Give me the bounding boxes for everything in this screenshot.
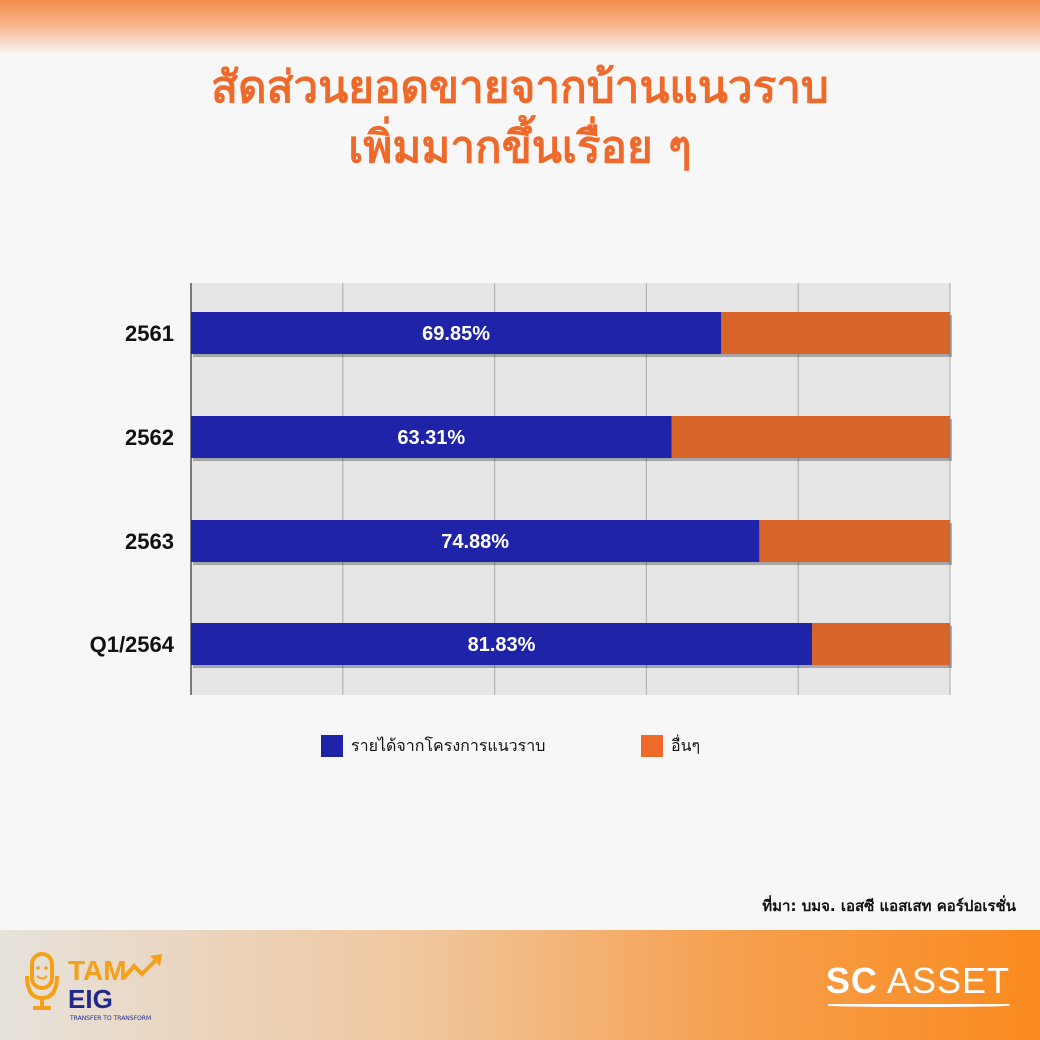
bar-other — [671, 416, 950, 458]
category-label: 2562 — [125, 425, 174, 450]
bar-lowrise — [191, 416, 672, 458]
legend-label-lowrise: รายได้จากโครงการแนวราบ — [351, 735, 546, 755]
data-label: 81.83% — [468, 634, 536, 656]
chart-title: สัดส่วนยอดขายจากบ้านแนวราบ เพิ่มมากขึ้นเ… — [0, 58, 1040, 178]
source-note: ที่มา: บมจ. เอสซี แอสเสท คอร์ปอเรชั่น — [762, 897, 1016, 915]
legend-item-other: อื่นๆ — [641, 733, 700, 759]
tameig-logo-tam: TAM — [68, 955, 127, 986]
scasset-logo-asset: ASSET — [886, 960, 1010, 1001]
top-gradient-band — [0, 0, 1040, 55]
bar-other — [721, 312, 950, 354]
scasset-logo: SC ASSET — [825, 960, 1010, 1007]
data-label: 74.88% — [441, 531, 509, 553]
footer-band — [0, 930, 1040, 1040]
legend-item-lowrise: รายได้จากโครงการแนวราบ — [321, 733, 545, 759]
bar-lowrise — [191, 312, 722, 354]
stacked-bar-chart: 69.85% 2561 63.31% 2562 74.88% 2563 81.83% Q1/2… — [90, 283, 952, 695]
title-line-2: เพิ่มมากขึ้นเรื่อย ๆ — [348, 122, 692, 173]
tameig-logo-eig: EIG — [68, 984, 113, 1014]
tameig-logo-tagline: TRANSFER TO TRANSFORM — [69, 1015, 151, 1022]
category-label: 2563 — [125, 529, 174, 554]
bar-other — [759, 520, 950, 562]
category-label: 2561 — [125, 321, 174, 346]
data-label: 63.31% — [397, 427, 465, 449]
bar-lowrise — [191, 623, 813, 665]
legend-swatch-other — [641, 735, 663, 757]
tameig-logo: TAM EIG TRANSFER TO TRANSFORM — [25, 952, 162, 1022]
title-line-1: สัดส่วนยอดขายจากบ้านแนวราบ — [211, 62, 829, 113]
legend-swatch-lowrise — [321, 735, 343, 757]
bar-lowrise — [191, 520, 760, 562]
category-label: Q1/2564 — [90, 632, 175, 657]
bar-other — [812, 623, 950, 665]
scasset-logo-sc: SC — [825, 960, 878, 1001]
data-label: 69.85% — [422, 323, 490, 345]
legend-label-other: อื่นๆ — [671, 735, 701, 755]
scasset-logo-swoosh — [827, 1004, 1010, 1007]
